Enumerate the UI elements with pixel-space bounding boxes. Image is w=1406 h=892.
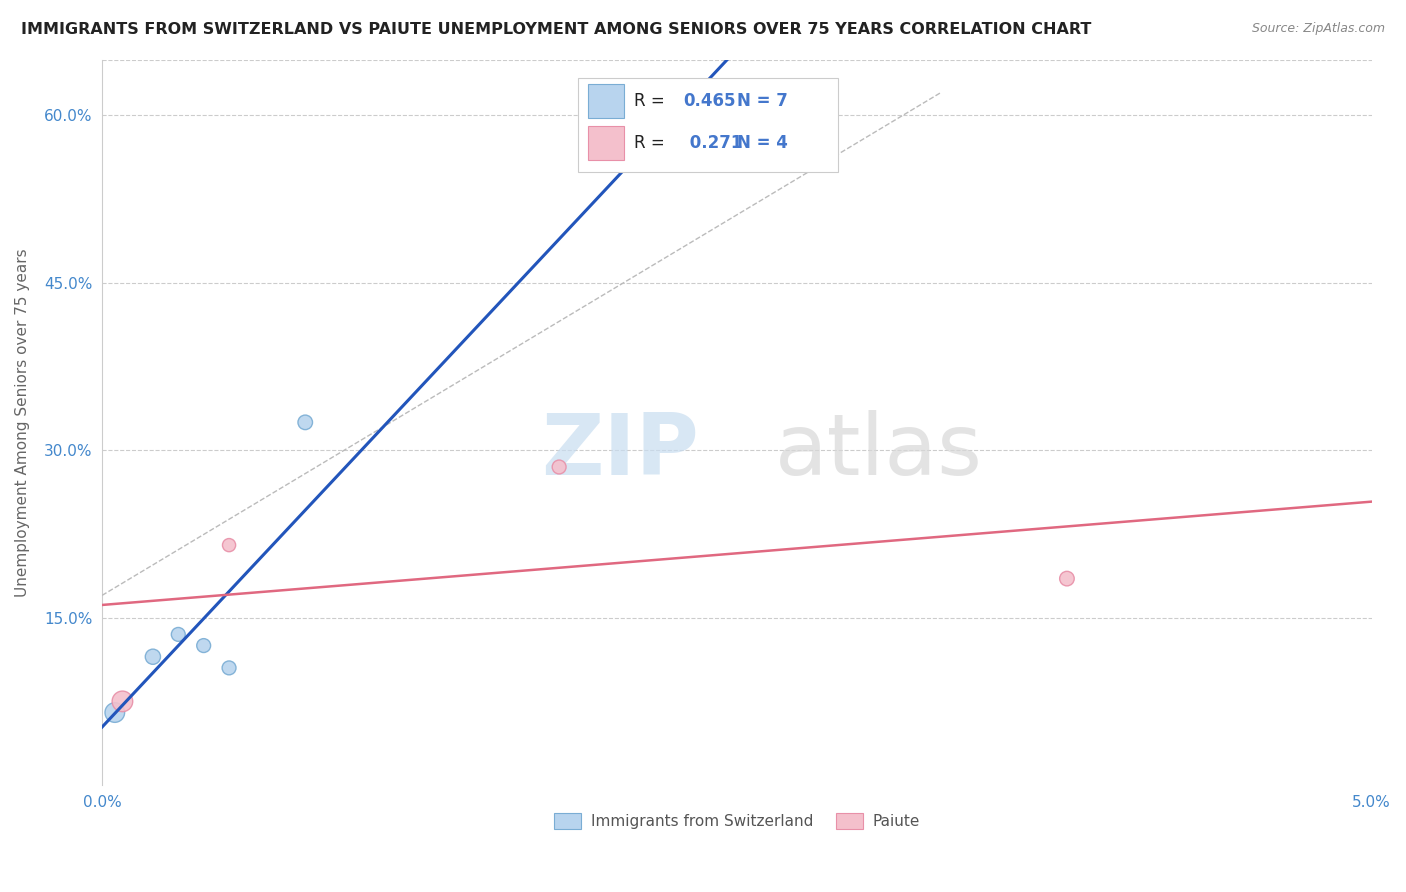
- Point: [218, 538, 240, 552]
- Text: N = 4: N = 4: [737, 134, 787, 152]
- Text: Source: ZipAtlas.com: Source: ZipAtlas.com: [1251, 22, 1385, 36]
- Text: 0.271: 0.271: [683, 134, 742, 152]
- Legend: Immigrants from Switzerland, Paiute: Immigrants from Switzerland, Paiute: [548, 807, 927, 836]
- Text: atlas: atlas: [775, 409, 983, 493]
- Point: [104, 706, 127, 720]
- FancyBboxPatch shape: [588, 84, 624, 119]
- Point: [167, 627, 190, 641]
- Point: [548, 460, 571, 475]
- Point: [650, 136, 672, 151]
- FancyBboxPatch shape: [578, 78, 838, 172]
- Text: IMMIGRANTS FROM SWITZERLAND VS PAIUTE UNEMPLOYMENT AMONG SENIORS OVER 75 YEARS C: IMMIGRANTS FROM SWITZERLAND VS PAIUTE UN…: [21, 22, 1091, 37]
- Text: 0.465: 0.465: [683, 92, 737, 110]
- Y-axis label: Unemployment Among Seniors over 75 years: Unemployment Among Seniors over 75 years: [15, 248, 30, 597]
- Text: N = 7: N = 7: [737, 92, 787, 110]
- Point: [193, 639, 215, 653]
- Point: [142, 649, 165, 664]
- Text: ZIP: ZIP: [541, 409, 699, 493]
- Point: [111, 694, 134, 708]
- Text: R =: R =: [634, 92, 671, 110]
- Point: [1056, 572, 1078, 586]
- Point: [294, 415, 316, 429]
- FancyBboxPatch shape: [588, 126, 624, 161]
- Text: R =: R =: [634, 134, 671, 152]
- Point: [218, 661, 240, 675]
